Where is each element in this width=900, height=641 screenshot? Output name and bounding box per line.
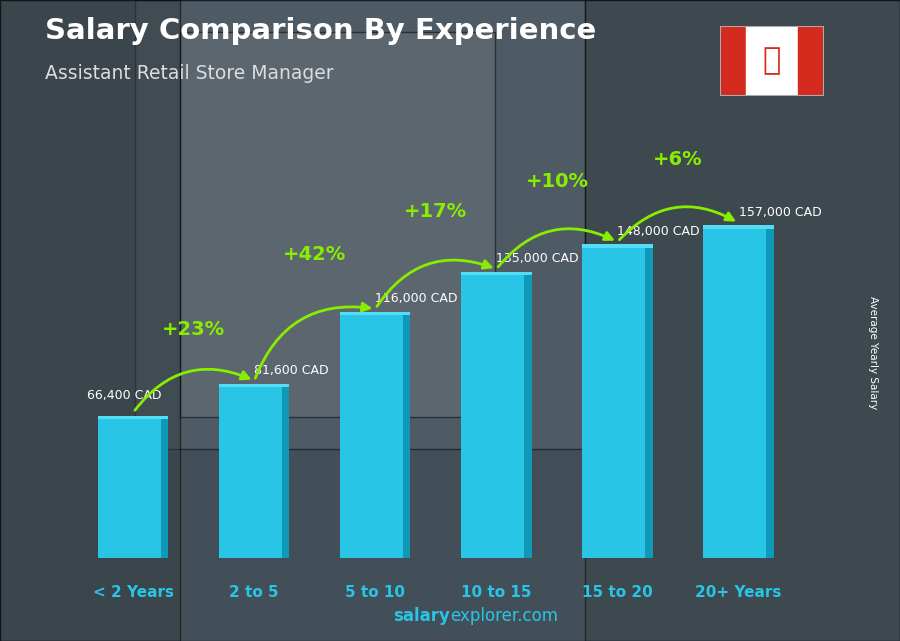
Bar (161, 419, 168, 558)
Bar (98, 419, 161, 558)
FancyBboxPatch shape (585, 0, 900, 641)
Text: 10 to 15: 10 to 15 (461, 585, 532, 600)
Bar (220, 387, 282, 558)
Text: Assistant Retail Store Manager: Assistant Retail Store Manager (45, 64, 334, 83)
Text: Salary Comparison By Experience: Salary Comparison By Experience (45, 17, 596, 45)
FancyBboxPatch shape (0, 0, 180, 641)
Text: 66,400 CAD: 66,400 CAD (87, 389, 162, 402)
Text: 135,000 CAD: 135,000 CAD (497, 252, 579, 265)
FancyArrowPatch shape (377, 260, 490, 306)
Bar (797, 26, 824, 96)
Text: 81,600 CAD: 81,600 CAD (255, 363, 328, 376)
Bar (340, 312, 410, 315)
Bar (403, 315, 410, 558)
FancyArrowPatch shape (135, 369, 249, 410)
FancyArrowPatch shape (499, 229, 612, 267)
Text: 20+ Years: 20+ Years (696, 585, 782, 600)
Text: 116,000 CAD: 116,000 CAD (375, 292, 458, 304)
FancyBboxPatch shape (135, 0, 585, 449)
Text: +42%: +42% (284, 245, 346, 264)
Text: 157,000 CAD: 157,000 CAD (739, 206, 822, 219)
Text: 15 to 20: 15 to 20 (582, 585, 652, 600)
Text: < 2 Years: < 2 Years (93, 585, 174, 600)
Bar (462, 272, 532, 275)
FancyBboxPatch shape (180, 32, 495, 417)
Text: Average Yearly Salary: Average Yearly Salary (868, 296, 878, 409)
Text: 2 to 5: 2 to 5 (230, 585, 279, 600)
Bar (720, 26, 746, 96)
Bar (220, 385, 290, 387)
Bar (704, 229, 767, 558)
FancyArrowPatch shape (619, 207, 733, 240)
Text: +10%: +10% (526, 172, 589, 190)
Bar (340, 315, 403, 558)
Bar (582, 244, 652, 248)
Text: explorer.com: explorer.com (450, 607, 558, 625)
Bar (462, 275, 525, 558)
Text: 148,000 CAD: 148,000 CAD (617, 224, 700, 238)
Bar (767, 229, 774, 558)
Text: 5 to 10: 5 to 10 (346, 585, 405, 600)
Text: +17%: +17% (404, 202, 467, 221)
Bar (704, 226, 774, 229)
Text: +6%: +6% (653, 149, 703, 169)
Bar (746, 26, 797, 96)
Text: +23%: +23% (162, 320, 225, 339)
Bar (582, 248, 645, 558)
Bar (525, 275, 532, 558)
FancyArrowPatch shape (256, 303, 370, 378)
Bar (282, 387, 290, 558)
Bar (98, 416, 168, 419)
Text: salary: salary (393, 607, 450, 625)
Text: 🍁: 🍁 (762, 46, 781, 76)
Bar (645, 248, 652, 558)
